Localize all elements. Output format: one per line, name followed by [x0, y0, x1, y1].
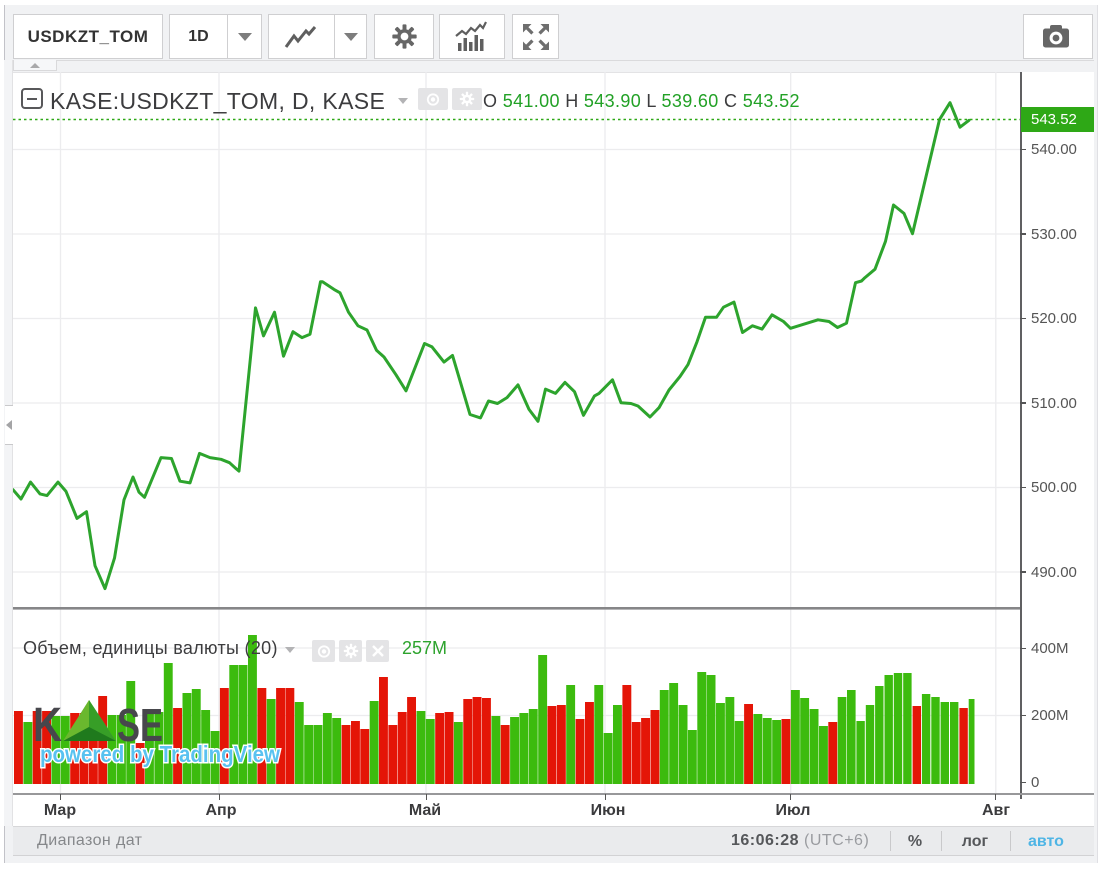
svg-text:K: K [33, 699, 62, 752]
svg-text:SE: SE [117, 699, 163, 751]
svg-text:powered by TradingView: powered by TradingView [40, 741, 280, 767]
